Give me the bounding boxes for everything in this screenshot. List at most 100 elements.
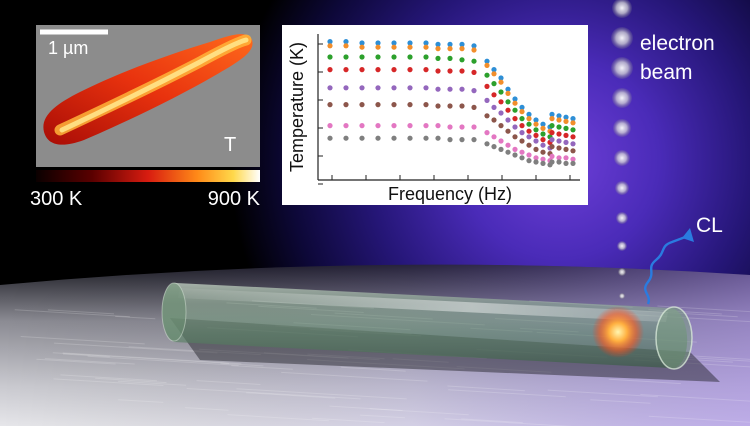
colorbar-max-label: 900 K — [208, 188, 261, 210]
data-point-series-7 — [540, 156, 546, 162]
data-point-series-4 — [570, 134, 576, 140]
data-point-series-2 — [447, 46, 453, 52]
floor-streak — [53, 342, 218, 354]
data-point-series-1 — [556, 113, 562, 119]
data-point-series-5 — [391, 85, 397, 91]
data-point-series-7 — [533, 155, 539, 161]
data-point-series-1 — [505, 86, 511, 92]
data-point-series-3 — [533, 127, 539, 133]
floor-streak — [360, 414, 406, 419]
data-point-series-8 — [540, 160, 546, 166]
data-point-series-4 — [498, 99, 504, 105]
data-point-series-5 — [484, 97, 490, 103]
data-point-series-2 — [556, 117, 562, 123]
data-point-series-8 — [407, 135, 413, 141]
data-point-series-6 — [556, 145, 562, 151]
data-point-series-6 — [459, 103, 465, 109]
data-point-series-6 — [491, 117, 497, 123]
data-point-series-5 — [327, 85, 333, 91]
data-point-series-1 — [512, 96, 518, 102]
floor-streak — [547, 389, 659, 398]
floor-streak — [62, 352, 242, 365]
nanowire — [161, 282, 693, 370]
data-point-series-8 — [391, 135, 397, 141]
floor-streak — [608, 378, 681, 385]
data-point-series-7 — [459, 124, 465, 130]
beam-electron-blob — [615, 181, 629, 195]
data-point-series-1 — [327, 39, 333, 45]
floor-streak — [447, 385, 525, 392]
data-point-series-1 — [435, 41, 441, 48]
data-point-series-2 — [549, 116, 555, 122]
beam-electron-blob — [611, 27, 633, 49]
data-point-series-4 — [359, 67, 365, 73]
floor-streak — [36, 358, 116, 365]
colorbar — [36, 170, 260, 182]
data-point-series-2 — [407, 44, 413, 50]
data-point-series-1 — [447, 41, 453, 48]
inset-panel-label: T — [224, 134, 236, 156]
data-point-series-6 — [498, 123, 504, 129]
data-point-series-6 — [533, 146, 539, 152]
data-point-series-3 — [447, 55, 453, 62]
data-point-series-7 — [407, 123, 413, 129]
floor-streak — [199, 348, 349, 359]
beam-electron-blob — [611, 57, 633, 79]
data-point-series-2 — [512, 100, 518, 106]
floor-streak — [657, 305, 750, 313]
data-point-series-8 — [459, 137, 465, 143]
data-point-series-6 — [540, 149, 546, 155]
data-point-series-7 — [519, 149, 525, 155]
data-point-series-4 — [533, 132, 539, 138]
floor-streak — [369, 408, 469, 416]
data-point-series-5 — [526, 134, 532, 140]
floor-streak — [281, 371, 428, 382]
data-point-series-6 — [512, 134, 518, 140]
data-point-series-8 — [471, 137, 477, 143]
data-point-series-5 — [471, 88, 477, 94]
floor-streak — [456, 366, 552, 373]
data-point-series-2 — [526, 116, 532, 122]
data-point-series-5 — [570, 141, 576, 147]
colorbar-min-label: 300 K — [30, 188, 83, 210]
floor-streak — [461, 418, 523, 424]
data-point-series-1 — [359, 40, 365, 46]
data-point-series-4 — [391, 67, 397, 73]
electron-beam — [611, 0, 633, 299]
data-point-series-8 — [359, 135, 365, 141]
data-point-series-3 — [407, 54, 413, 60]
data-point-series-5 — [498, 110, 504, 116]
data-point-series-7 — [570, 156, 576, 162]
data-point-series-8 — [447, 137, 453, 143]
data-point-series-5 — [435, 86, 441, 92]
data-point-series-2 — [391, 44, 397, 50]
data-point-series-8 — [570, 160, 576, 166]
data-point-series-8 — [549, 159, 555, 165]
data-point-series-6 — [519, 138, 525, 144]
data-point-series-2 — [563, 118, 569, 124]
data-point-series-2 — [435, 46, 441, 52]
data-point-series-7 — [423, 123, 429, 129]
data-point-series-3 — [540, 131, 546, 137]
data-point-series-1 — [407, 40, 413, 46]
floor-streak — [307, 359, 465, 370]
data-point-series-8 — [491, 144, 497, 150]
data-point-series-5 — [549, 137, 555, 143]
data-point-series-1 — [471, 43, 477, 49]
data-point-series-4 — [375, 67, 381, 73]
data-point-series-2 — [498, 79, 504, 85]
floor-streak — [676, 354, 750, 360]
data-point-series-2 — [327, 43, 333, 49]
data-point-series-6 — [447, 103, 453, 109]
data-point-series-3 — [459, 57, 465, 63]
data-point-series-3 — [563, 125, 569, 131]
floor-streak — [307, 353, 385, 360]
floor-streak — [118, 399, 164, 403]
data-point-series-2 — [570, 120, 576, 126]
data-point-series-7 — [484, 130, 490, 136]
floor-streak — [44, 358, 135, 365]
data-point-series-1 — [540, 121, 546, 127]
data-point-series-5 — [343, 85, 349, 91]
data-point-series-7 — [327, 123, 333, 129]
